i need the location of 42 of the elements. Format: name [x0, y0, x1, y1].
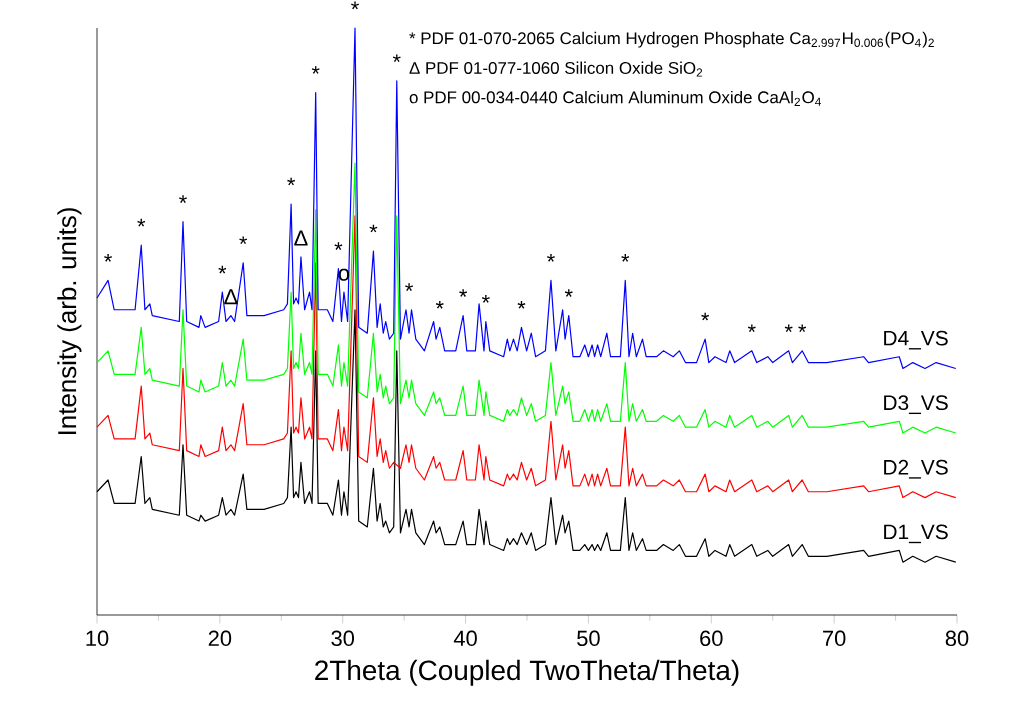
annotation: *: [459, 289, 468, 297]
annotation: *: [104, 253, 112, 262]
annotation: *: [351, 1, 359, 10]
annotation: Δ PDF 01-077-1060 Silicon Oxide SiO$_{2}$: [409, 61, 703, 77]
annotation: *: [784, 324, 793, 333]
annotation: o PDF 00-034-0440 Calcium Aluminum Oxide CaAl$_{2}$O$_{4}$: [409, 90, 821, 106]
annotation: *: [137, 218, 146, 227]
annotation: *: [287, 177, 296, 186]
annotation: Δ: [224, 289, 238, 305]
x-tick-label: 30: [331, 630, 355, 647]
annotation: *: [701, 312, 710, 321]
annotation: *: [405, 283, 413, 292]
annotation: *: [435, 300, 444, 309]
annotation: *: [392, 54, 401, 63]
x-tick-label: 70: [823, 630, 846, 647]
x-tick-label: 40: [453, 630, 477, 647]
annotation: *: [621, 253, 630, 262]
annotation: *: [747, 324, 756, 333]
x-tick-label: 10: [86, 630, 109, 647]
annotation: * PDF 01-070-2065 Calcium Hydrogen Phosphate Ca$_{2.997}$H$_{0.006}$(PO$_{4}$)$_{2}$: [409, 31, 934, 48]
series-label: D4_VS: [884, 330, 948, 350]
annotation: *: [798, 324, 807, 333]
x-tick-label: 60: [700, 630, 723, 647]
annotation: *: [564, 289, 573, 297]
annotation: *: [369, 224, 378, 233]
annotation: *: [547, 253, 555, 262]
series-label: D3_VS: [884, 395, 948, 415]
x-tick-label: 50: [577, 630, 600, 647]
annotation: *: [179, 195, 187, 203]
x-tick-label: 80: [945, 630, 969, 647]
annotation: *: [239, 236, 248, 245]
series-label: D1_VS: [884, 524, 948, 544]
series-label: D2_VS: [884, 459, 948, 479]
y-axis-title: Intensity (arb. units): [57, 208, 82, 435]
annotation: *: [517, 300, 526, 309]
x-axis-title: 2Theta (Coupled TwoTheta/Theta): [315, 659, 739, 686]
annotation: *: [481, 295, 490, 303]
x-tick-label: 20: [208, 630, 232, 647]
annotation: Δ: [294, 230, 308, 246]
annotation: *: [311, 66, 320, 74]
annotation: *: [334, 242, 343, 250]
annotation: *: [218, 265, 227, 274]
